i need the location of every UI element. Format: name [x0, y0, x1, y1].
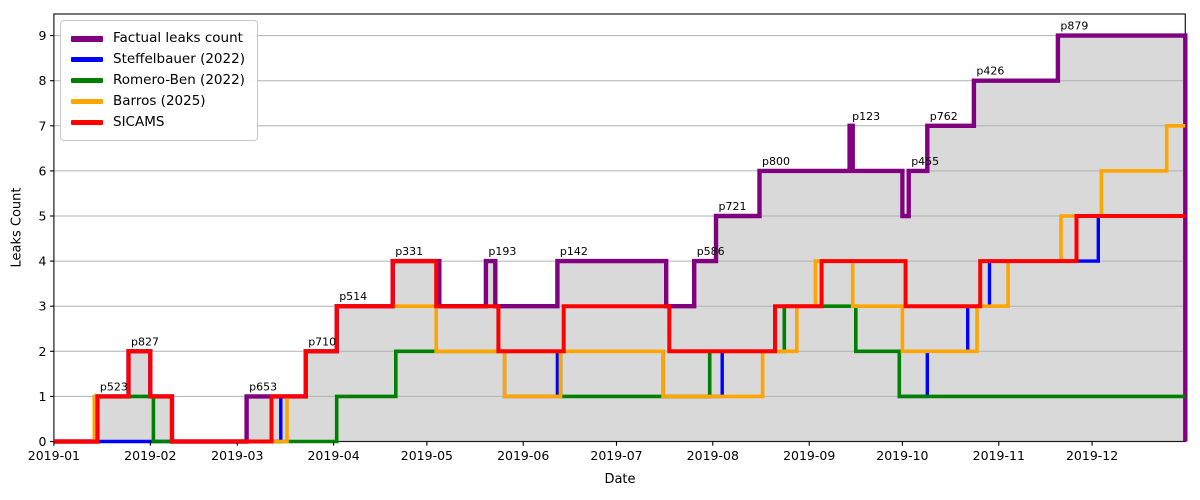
- legend-entry: Steffelbauer (2022): [71, 49, 245, 70]
- y-tick-label: 2: [38, 344, 46, 359]
- annotation-p827: p827: [131, 335, 159, 348]
- x-tick-label: 2019-01: [28, 448, 80, 463]
- annotation-p653: p653: [249, 380, 277, 393]
- legend-swatch: [71, 78, 103, 83]
- legend-swatch: [71, 120, 103, 125]
- legend-entry: Factual leaks count: [71, 28, 245, 49]
- annotation-p123: p123: [852, 110, 880, 123]
- x-tick-label: 2019-05: [401, 448, 453, 463]
- x-tick-label: 2019-02: [124, 448, 176, 463]
- x-tick-label: 2019-06: [497, 448, 549, 463]
- annotation-p142: p142: [560, 245, 588, 258]
- annotation-p426: p426: [976, 65, 1004, 78]
- legend-label: Romero-Ben (2022): [113, 71, 245, 88]
- legend-entry: Romero-Ben (2022): [71, 70, 245, 91]
- legend-label: Factual leaks count: [113, 29, 243, 46]
- annotation-p879: p879: [1060, 20, 1088, 33]
- series-sicams: [53, 214, 1186, 444]
- y-tick-label: 3: [38, 299, 46, 314]
- y-tick-label: 9: [38, 28, 46, 43]
- annotation-p800: p800: [762, 155, 790, 168]
- y-axis-label: Leaks Count: [9, 187, 25, 268]
- legend-swatch: [71, 57, 103, 62]
- annotation-p710: p710: [308, 335, 336, 348]
- x-tick-label: 2019-07: [590, 448, 642, 463]
- x-axis-label: Date: [604, 472, 636, 487]
- annotation-p514: p514: [339, 290, 367, 303]
- annotation-p523: p523: [100, 380, 128, 393]
- legend-swatch: [71, 35, 103, 42]
- annotation-p762: p762: [930, 110, 958, 123]
- y-tick-label: 1: [38, 389, 46, 404]
- y-tick-label: 4: [38, 254, 46, 269]
- y-tick-label: 6: [38, 163, 46, 178]
- y-tick-label: 5: [38, 209, 46, 224]
- x-tick-label: 2019-12: [1066, 448, 1118, 463]
- annotation-p721: p721: [719, 200, 747, 213]
- annotation-p455: p455: [911, 155, 939, 168]
- legend-label: SICAMS: [113, 113, 165, 130]
- y-tick-label: 0: [38, 434, 46, 449]
- y-tick-label: 7: [38, 118, 46, 133]
- legend-label: Steffelbauer (2022): [113, 50, 245, 67]
- legend-swatch: [71, 99, 103, 104]
- y-tick-label: 8: [38, 73, 46, 88]
- annotation-p331: p331: [395, 245, 423, 258]
- x-tick-label: 2019-09: [783, 448, 835, 463]
- x-tick-label: 2019-10: [876, 448, 928, 463]
- legend-entry: Barros (2025): [71, 91, 245, 112]
- annotation-p193: p193: [488, 245, 516, 258]
- x-tick-label: 2019-08: [687, 448, 739, 463]
- x-tick-label: 2019-03: [211, 448, 263, 463]
- legend-entry: SICAMS: [71, 112, 245, 133]
- annotation-p586: p586: [697, 245, 725, 258]
- x-tick-label: 2019-11: [973, 448, 1025, 463]
- x-tick-label: 2019-04: [307, 448, 359, 463]
- legend: Factual leaks count Steffelbauer (2022) Ro…: [60, 20, 258, 141]
- legend-label: Barros (2025): [113, 92, 206, 109]
